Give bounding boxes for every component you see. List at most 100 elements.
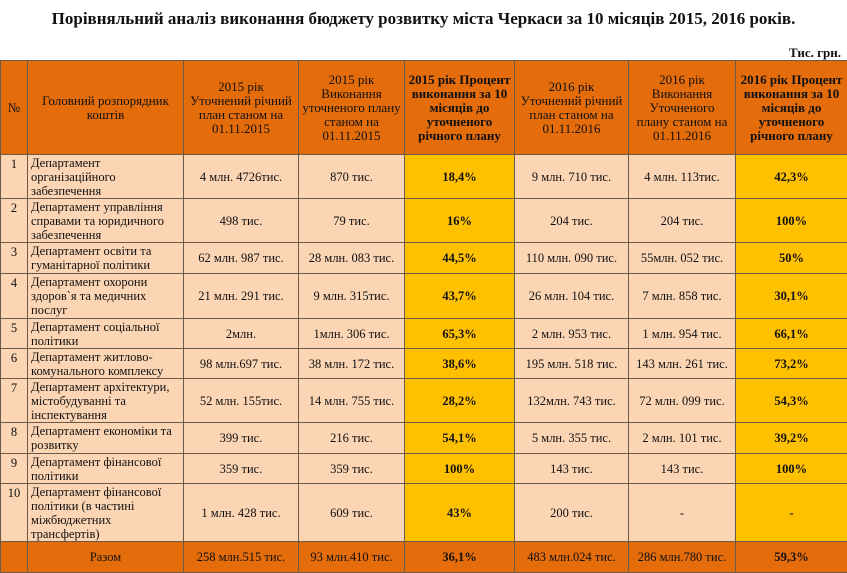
department-name: Департамент фінансової політики (в части…	[28, 484, 184, 542]
department-name: Департамент економіки та розвитку	[28, 423, 184, 454]
percent-2015: 100%	[405, 454, 515, 484]
exec-2015: 38 млн. 172 тис.	[299, 349, 405, 379]
percent-2015: 43,7%	[405, 274, 515, 319]
percent-2015: 54,1%	[405, 423, 515, 454]
exec-2016: 7 млн. 858 тис.	[629, 274, 736, 319]
row-number: 5	[1, 319, 28, 349]
exec-2016: 204 тис.	[629, 199, 736, 243]
plan-2015: 21 млн. 291 тис.	[184, 274, 299, 319]
percent-2016: 54,3%	[736, 379, 847, 423]
plan-2016: 110 млн. 090 тис.	[515, 243, 629, 274]
department-name: Департамент організаційного забезпечення	[28, 155, 184, 199]
col-pct-2015: 2015 рік Процент виконання за 10 місяців…	[405, 61, 515, 155]
plan-2016: 5 млн. 355 тис.	[515, 423, 629, 454]
row-number: 4	[1, 274, 28, 319]
total-row-number	[1, 542, 28, 573]
department-name: Департамент соціальної політики	[28, 319, 184, 349]
total-percent-2015: 36,1%	[405, 542, 515, 573]
exec-2016: 55млн. 052 тис.	[629, 243, 736, 274]
percent-2016: -	[736, 484, 847, 542]
exec-2016: 143 тис.	[629, 454, 736, 484]
exec-2016: 72 млн. 099 тис.	[629, 379, 736, 423]
plan-2015: 62 млн. 987 тис.	[184, 243, 299, 274]
total-exec-2015: 93 млн.410 тис.	[299, 542, 405, 573]
row-number: 2	[1, 199, 28, 243]
percent-2015: 65,3%	[405, 319, 515, 349]
department-name: Департамент житлово-комунального комплек…	[28, 349, 184, 379]
plan-2016: 2 млн. 953 тис.	[515, 319, 629, 349]
percent-2016: 73,2%	[736, 349, 847, 379]
plan-2015: 4 млн. 4726тис.	[184, 155, 299, 199]
department-name: Департамент охорони здоров`я та медичних…	[28, 274, 184, 319]
exec-2016: 2 млн. 101 тис.	[629, 423, 736, 454]
percent-2016: 39,2%	[736, 423, 847, 454]
plan-2015: 2млн.	[184, 319, 299, 349]
percent-2016: 66,1%	[736, 319, 847, 349]
percent-2016: 50%	[736, 243, 847, 274]
header-row: № Головний розпорядник коштів 2015 рік У…	[1, 61, 847, 155]
col-plan-2015: 2015 рік Уточнений річний план станом на…	[184, 61, 299, 155]
plan-2015: 1 млн. 428 тис.	[184, 484, 299, 542]
plan-2015: 98 млн.697 тис.	[184, 349, 299, 379]
plan-2015: 498 тис.	[184, 199, 299, 243]
row-number: 8	[1, 423, 28, 454]
exec-2016: 1 млн. 954 тис.	[629, 319, 736, 349]
exec-2016: 4 млн. 113тис.	[629, 155, 736, 199]
row-number: 7	[1, 379, 28, 423]
total-plan-2016: 483 млн.024 тис.	[515, 542, 629, 573]
row-number: 9	[1, 454, 28, 484]
percent-2015: 43%	[405, 484, 515, 542]
col-number: №	[1, 61, 28, 155]
percent-2015: 18,4%	[405, 155, 515, 199]
percent-2015: 16%	[405, 199, 515, 243]
exec-2015: 870 тис.	[299, 155, 405, 199]
percent-2016: 42,3%	[736, 155, 847, 199]
department-name: Департамент архітектури, містобудуванні …	[28, 379, 184, 423]
percent-2015: 28,2%	[405, 379, 515, 423]
plan-2015: 52 млн. 155тис.	[184, 379, 299, 423]
exec-2015: 359 тис.	[299, 454, 405, 484]
total-exec-2016: 286 млн.780 тис.	[629, 542, 736, 573]
total-percent-2016: 59,3%	[736, 542, 847, 573]
department-name: Департамент фінансової політики	[28, 454, 184, 484]
row-number: 6	[1, 349, 28, 379]
percent-2015: 38,6%	[405, 349, 515, 379]
percent-2015: 44,5%	[405, 243, 515, 274]
row-number: 10	[1, 484, 28, 542]
col-department: Головний розпорядник коштів	[28, 61, 184, 155]
row-number: 1	[1, 155, 28, 199]
percent-2016: 100%	[736, 199, 847, 243]
plan-2015: 399 тис.	[184, 423, 299, 454]
exec-2016: 143 млн. 261 тис.	[629, 349, 736, 379]
total-department-name: Разом	[28, 542, 184, 573]
percent-2016: 30,1%	[736, 274, 847, 319]
exec-2015: 1млн. 306 тис.	[299, 319, 405, 349]
exec-2015: 79 тис.	[299, 199, 405, 243]
plan-2016: 143 тис.	[515, 454, 629, 484]
plan-2016: 195 млн. 518 тис.	[515, 349, 629, 379]
total-plan-2015: 258 млн.515 тис.	[184, 542, 299, 573]
col-plan-2016: 2016 рік Уточнений річний план станом на…	[515, 61, 629, 155]
col-exec-2016: 2016 рік Виконання Уточненого плану стан…	[629, 61, 736, 155]
units-label: Тис. грн.	[789, 45, 841, 61]
col-pct-2016: 2016 рік Процент виконання за 10 місяців…	[736, 61, 847, 155]
col-exec-2015: 2015 рік Виконання уточненого плану стан…	[299, 61, 405, 155]
percent-2016: 100%	[736, 454, 847, 484]
exec-2015: 9 млн. 315тис.	[299, 274, 405, 319]
plan-2015: 359 тис.	[184, 454, 299, 484]
department-name: Департамент управління справами та юриди…	[28, 199, 184, 243]
exec-2015: 216 тис.	[299, 423, 405, 454]
plan-2016: 132млн. 743 тис.	[515, 379, 629, 423]
row-number: 3	[1, 243, 28, 274]
